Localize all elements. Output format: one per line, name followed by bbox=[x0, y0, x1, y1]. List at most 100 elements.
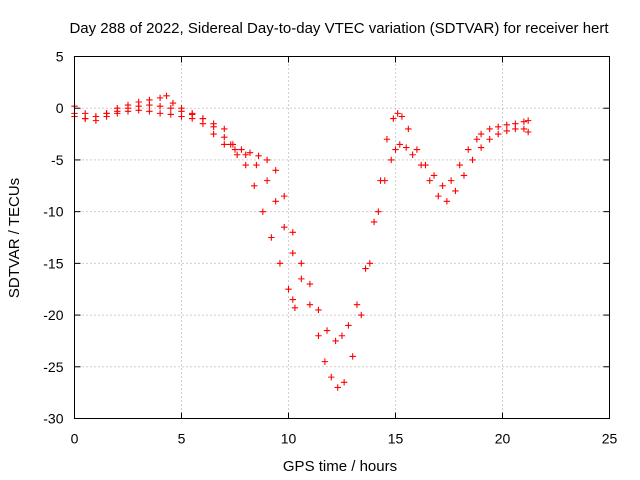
data-point bbox=[289, 249, 296, 257]
data-point bbox=[403, 144, 410, 151]
data-point bbox=[443, 198, 451, 205]
x-tick-label: 20 bbox=[495, 431, 511, 447]
data-point bbox=[477, 130, 485, 138]
y-tick-label: -30 bbox=[43, 411, 63, 427]
data-point bbox=[409, 151, 416, 158]
data-point bbox=[486, 136, 493, 143]
data-point bbox=[146, 101, 153, 109]
data-point bbox=[413, 146, 421, 153]
data-point bbox=[272, 167, 279, 174]
data-points bbox=[71, 92, 532, 391]
x-tick-labels: 0 5 10 15 20 25 bbox=[71, 431, 618, 447]
data-point bbox=[285, 286, 292, 293]
y-tick-label: -5 bbox=[51, 152, 64, 168]
data-point bbox=[233, 151, 241, 158]
x-tick-label: 25 bbox=[602, 431, 618, 447]
data-point bbox=[396, 141, 403, 148]
data-point bbox=[358, 311, 365, 319]
data-point bbox=[210, 130, 217, 138]
data-point bbox=[114, 108, 121, 115]
data-point bbox=[362, 265, 369, 272]
data-point bbox=[353, 301, 361, 308]
y-tick-label: 5 bbox=[56, 49, 64, 65]
data-point bbox=[92, 113, 100, 120]
data-point bbox=[272, 198, 279, 205]
plot-frame bbox=[74, 56, 610, 419]
data-point bbox=[477, 144, 485, 151]
data-point bbox=[289, 229, 296, 236]
data-point bbox=[349, 353, 356, 360]
data-point bbox=[430, 172, 438, 179]
data-point bbox=[189, 111, 196, 118]
y-tick-label: -25 bbox=[43, 359, 63, 375]
data-point bbox=[439, 182, 446, 189]
data-point bbox=[156, 110, 164, 117]
data-point bbox=[377, 177, 384, 184]
data-point bbox=[486, 125, 493, 133]
data-point bbox=[268, 234, 275, 241]
data-point bbox=[388, 156, 395, 164]
data-point bbox=[405, 125, 412, 133]
data-point bbox=[520, 125, 528, 133]
data-point bbox=[512, 120, 519, 127]
data-point bbox=[394, 110, 401, 117]
data-point bbox=[340, 379, 348, 386]
data-point bbox=[328, 373, 335, 381]
y-axis-label: SDTVAR / TECUs bbox=[6, 178, 23, 298]
data-point bbox=[306, 301, 314, 308]
data-point bbox=[242, 151, 249, 158]
data-point bbox=[263, 177, 271, 184]
data-point bbox=[426, 177, 433, 184]
data-point bbox=[163, 92, 170, 100]
x-tick-label: 5 bbox=[178, 431, 186, 447]
data-point bbox=[334, 384, 341, 391]
data-point bbox=[255, 152, 262, 159]
data-point bbox=[524, 128, 532, 136]
data-point bbox=[281, 192, 288, 200]
x-axis-label: GPS time / hours bbox=[283, 458, 397, 475]
data-point bbox=[370, 218, 378, 226]
data-point bbox=[520, 118, 528, 125]
data-point bbox=[231, 146, 239, 153]
x-tick-label: 0 bbox=[71, 431, 79, 447]
data-point bbox=[259, 208, 267, 215]
data-point bbox=[460, 172, 468, 179]
data-point bbox=[465, 146, 472, 153]
data-point bbox=[524, 117, 532, 124]
data-point bbox=[495, 123, 502, 131]
data-point bbox=[221, 141, 228, 148]
data-point bbox=[473, 136, 481, 143]
data-point bbox=[503, 127, 510, 135]
data-point bbox=[251, 182, 258, 189]
data-point bbox=[447, 177, 455, 184]
data-point bbox=[289, 296, 296, 303]
data-point bbox=[253, 161, 260, 169]
data-point bbox=[124, 105, 132, 112]
data-point bbox=[345, 322, 352, 329]
data-point bbox=[229, 141, 237, 148]
data-point bbox=[452, 187, 459, 195]
data-point bbox=[291, 304, 299, 312]
y-tick-label: -15 bbox=[43, 255, 63, 271]
data-point bbox=[276, 260, 284, 267]
data-point bbox=[422, 161, 429, 169]
data-point bbox=[103, 110, 110, 117]
data-point bbox=[238, 146, 245, 153]
data-point bbox=[321, 358, 329, 365]
data-point bbox=[315, 332, 322, 339]
data-point bbox=[167, 105, 174, 112]
data-point bbox=[199, 115, 207, 122]
data-point bbox=[221, 133, 228, 141]
data-point bbox=[210, 123, 217, 131]
data-point bbox=[169, 99, 177, 107]
data-point bbox=[178, 108, 185, 115]
data-point bbox=[156, 102, 164, 110]
data-point bbox=[390, 115, 397, 122]
y-tick-label: -10 bbox=[43, 204, 63, 220]
data-point bbox=[82, 115, 89, 122]
chart-title: Day 288 of 2022, Sidereal Day-to-day VTE… bbox=[69, 20, 609, 37]
data-point bbox=[366, 260, 374, 267]
data-point bbox=[375, 208, 382, 215]
y-tick-labels: 5 0 -5 -10 -15 -20 -25 -30 bbox=[43, 49, 63, 427]
